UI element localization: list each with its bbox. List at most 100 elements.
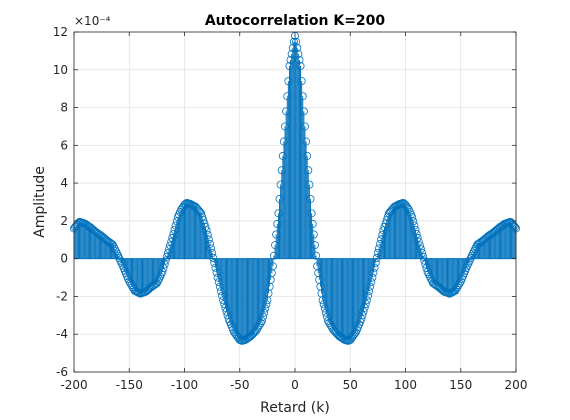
stem-marker [278,151,287,160]
stem-marker [170,225,179,234]
stem-marker [166,241,175,250]
stem-marker [509,221,518,230]
stem-marker [109,242,118,251]
stem-marker [287,49,296,58]
stem-marker [359,307,368,316]
stem-marker [295,55,304,64]
stem-marker [374,244,383,253]
x-tick-label: 50 [343,378,358,392]
stem-marker [373,248,382,257]
stem-marker [202,226,211,235]
stem-marker [162,252,171,261]
stem-marker [282,107,291,116]
stem-marker [158,267,167,276]
stem-marker [281,122,290,131]
y-tick-label: -2 [56,289,68,303]
stem-marker [111,247,120,256]
y-tick-label: 4 [60,176,68,190]
stem-marker [208,248,217,257]
y-tick-labels: -6 -4 -2 0 2 4 6 8 10 12 [53,25,68,379]
stem-marker [110,245,119,254]
stem-marker [155,274,164,283]
stem-marker [286,55,295,64]
stem-marker [300,122,309,131]
stem-marker [260,308,269,317]
stem-marker [205,239,214,248]
x-tick-label: 0 [291,378,299,392]
stem-marker [363,291,372,300]
stem-lines [73,35,517,341]
stem-marker [309,230,318,239]
stem-marker [360,303,369,312]
stem-marker [204,235,213,244]
stem-markers [70,31,521,345]
stem-marker [169,230,178,239]
stem-marker [420,256,429,265]
stem-marker [414,237,423,246]
stem-marker [418,248,427,257]
stem-marker [214,278,223,287]
stem-marker [455,279,464,288]
stem-marker [308,219,317,228]
stem-marker [305,180,314,189]
stem-marker [268,262,277,271]
stem-marker [408,213,417,222]
stem-marker [276,180,285,189]
stem-marker [410,221,419,230]
x-tick-label: 150 [449,378,472,392]
stem-marker [256,318,265,327]
stem-marker [219,296,228,305]
x-tick-label: -200 [60,378,87,392]
stem-marker [383,212,392,221]
stem-marker [310,241,319,250]
stem-marker [284,77,293,86]
stem-marker [367,278,376,287]
stem-marker [421,260,430,269]
stem-marker [307,209,316,218]
y-tick-label: -6 [56,365,68,379]
stem-marker [416,245,425,254]
stem-marker [165,245,174,254]
x-axis-label: Retard (k) [260,400,330,416]
stem-marker [357,315,366,324]
stem-marker [273,219,282,228]
stem-marker [207,244,216,253]
stem-marker [171,221,180,230]
stem-marker [409,217,418,226]
stem-marker [108,240,117,249]
y-tick-label: 10 [53,63,68,77]
stem-marker [168,233,177,242]
stem-marker [195,208,204,217]
stem-marker [153,276,162,285]
stem-marker [258,312,267,321]
stem-marker [372,253,381,262]
stem-marker [161,256,170,265]
stem-marker [422,264,431,273]
stem-marker [163,248,172,257]
stem-marker [279,137,288,146]
stem-marker [261,304,270,313]
stem-marker [412,230,421,239]
stem-marker [152,279,161,288]
stem-marker [366,282,375,291]
stem-marker [467,251,476,260]
stem-marker [275,194,284,203]
x-tick-label: 100 [394,378,417,392]
stem-marker [215,282,224,291]
y-axis-label: Amplitude [32,166,48,238]
stem-marker [415,241,424,250]
stem-marker [294,49,303,58]
y-tick-label: 0 [60,252,68,266]
stem-marker [376,239,385,248]
stem-marker [369,268,378,277]
stem-marker [296,62,305,71]
stem-marker [156,272,165,281]
y-tick-label: 6 [60,138,68,152]
x-tick-label: -50 [230,378,250,392]
x-tick-label: 200 [505,378,528,392]
stem-marker [311,251,320,260]
stem-marker [298,92,307,101]
chart-title: Autocorrelation K=200 [205,13,386,29]
stem-marker [425,272,434,281]
